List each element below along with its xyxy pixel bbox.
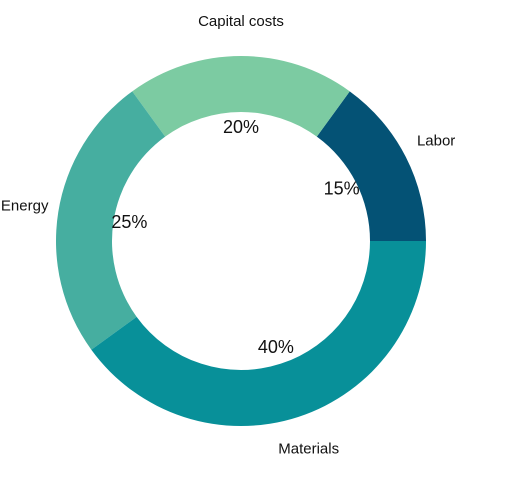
category-label-labor: Labor bbox=[417, 133, 455, 150]
slice-labor bbox=[316, 91, 426, 242]
category-label-energy: Energy bbox=[1, 198, 49, 215]
value-label-energy: 25% bbox=[111, 212, 147, 232]
slice-energy bbox=[55, 91, 166, 350]
value-label-materials: 40% bbox=[258, 337, 294, 357]
value-label-labor: 15% bbox=[324, 178, 360, 198]
category-label-materials: Materials bbox=[278, 440, 339, 457]
donut-slices bbox=[55, 56, 427, 426]
donut-labels: Labor 15% Capital costs 20% Energy 25% Materia… bbox=[1, 13, 455, 457]
value-label-capital-costs: 20% bbox=[223, 117, 259, 137]
slice-materials bbox=[91, 241, 427, 426]
slice-capital-costs bbox=[132, 56, 350, 137]
category-label-capital-costs: Capital costs bbox=[198, 13, 284, 30]
